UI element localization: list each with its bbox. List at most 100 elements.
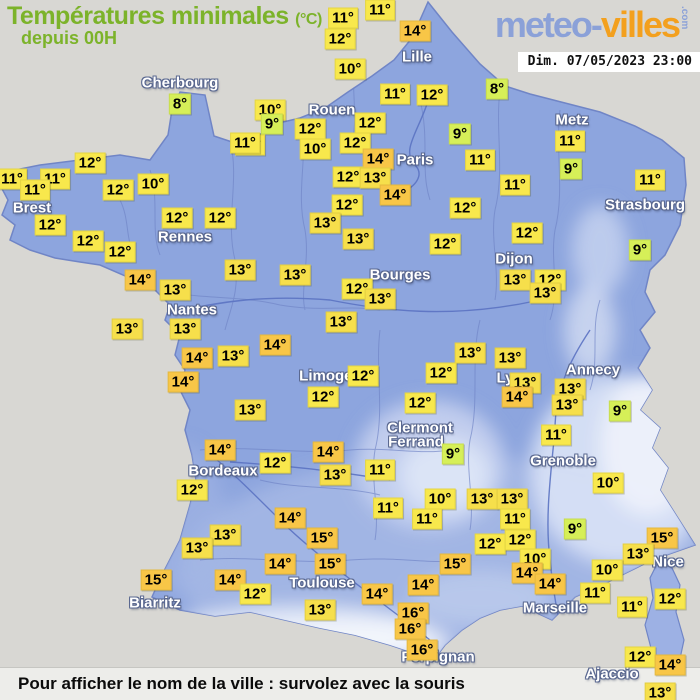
- temp-badge[interactable]: 12°: [474, 533, 506, 555]
- temp-badge[interactable]: 14°: [501, 386, 533, 408]
- temp-badge[interactable]: 12°: [504, 529, 536, 551]
- temp-badge[interactable]: 13°: [342, 228, 374, 250]
- temp-badge[interactable]: 11°: [328, 7, 358, 29]
- temp-badge[interactable]: 11°: [555, 130, 585, 152]
- temp-badge[interactable]: 12°: [429, 233, 461, 255]
- temp-badge[interactable]: 9°: [628, 239, 652, 261]
- temp-badge[interactable]: 14°: [274, 507, 306, 529]
- temp-badge[interactable]: 13°: [359, 167, 391, 189]
- temp-badge[interactable]: 16°: [394, 618, 426, 640]
- temp-badge[interactable]: 13°: [494, 347, 526, 369]
- temp-badge[interactable]: 12°: [259, 452, 291, 474]
- temp-badge[interactable]: 8°: [168, 93, 192, 115]
- temp-badge[interactable]: 9°: [441, 443, 465, 465]
- temp-badge[interactable]: 13°: [234, 399, 266, 421]
- temp-badge[interactable]: 14°: [407, 574, 439, 596]
- temp-badge[interactable]: 15°: [140, 569, 172, 591]
- temp-badge[interactable]: 12°: [239, 583, 271, 605]
- temp-badge[interactable]: 11°: [230, 132, 260, 154]
- temp-badge[interactable]: 12°: [161, 207, 193, 229]
- temp-badge[interactable]: 14°: [511, 562, 543, 584]
- temp-badge[interactable]: 12°: [102, 179, 134, 201]
- meteo-villes-logo[interactable]: meteo-villes.com: [495, 4, 690, 46]
- temp-badge[interactable]: 15°: [306, 527, 338, 549]
- temp-badge[interactable]: 14°: [399, 20, 431, 42]
- temp-badge[interactable]: 13°: [529, 282, 561, 304]
- temp-badge[interactable]: 13°: [169, 318, 201, 340]
- temp-badge[interactable]: 11°: [541, 424, 571, 446]
- temp-badge[interactable]: 12°: [511, 222, 543, 244]
- temp-badge[interactable]: 11°: [500, 508, 530, 530]
- temp-badge[interactable]: 11°: [20, 179, 50, 201]
- temp-badge[interactable]: 13°: [209, 524, 241, 546]
- temp-badge[interactable]: 14°: [362, 148, 394, 170]
- temp-badge[interactable]: 14°: [264, 553, 296, 575]
- temp-badge[interactable]: 14°: [361, 583, 393, 605]
- temp-badge[interactable]: 12°: [624, 646, 656, 668]
- temp-badge[interactable]: 15°: [646, 527, 678, 549]
- temp-badge[interactable]: 14°: [312, 441, 344, 463]
- temp-badge[interactable]: 12°: [104, 241, 136, 263]
- temp-badge[interactable]: 12°: [294, 118, 326, 140]
- temp-badge[interactable]: 11°: [373, 497, 403, 519]
- temp-badge[interactable]: 14°: [259, 334, 291, 356]
- temp-badge[interactable]: 13°: [496, 488, 528, 510]
- temp-badge[interactable]: 10°: [299, 138, 331, 160]
- temp-badge[interactable]: 14°: [654, 654, 686, 676]
- temp-badge[interactable]: 13°: [364, 288, 396, 310]
- temp-badge[interactable]: 9°: [559, 158, 583, 180]
- temp-badge[interactable]: 11°: [500, 174, 530, 196]
- temp-badge[interactable]: 11°: [380, 83, 410, 105]
- temp-badge[interactable]: 12°: [324, 28, 356, 50]
- temp-badge[interactable]: 12°: [74, 152, 106, 174]
- temp-badge[interactable]: 13°: [644, 682, 676, 700]
- temp-badge[interactable]: 14°: [379, 184, 411, 206]
- temp-badge[interactable]: 16°: [406, 639, 438, 661]
- temp-badge[interactable]: 14°: [534, 573, 566, 595]
- temp-badge[interactable]: 13°: [466, 488, 498, 510]
- temp-badge[interactable]: 9°: [563, 518, 587, 540]
- temp-badge[interactable]: 12°: [404, 392, 436, 414]
- temp-badge[interactable]: 10°: [424, 488, 456, 510]
- temp-badge[interactable]: 13°: [499, 269, 531, 291]
- temp-badge[interactable]: 12°: [34, 214, 66, 236]
- temp-badge[interactable]: 14°: [181, 347, 213, 369]
- temp-badge[interactable]: 15°: [439, 553, 471, 575]
- temp-badge[interactable]: 13°: [279, 264, 311, 286]
- temp-badge[interactable]: 10°: [592, 472, 624, 494]
- temp-badge[interactable]: 13°: [454, 342, 486, 364]
- temp-badge[interactable]: 12°: [449, 197, 481, 219]
- temp-badge[interactable]: 9°: [608, 400, 632, 422]
- temp-badge[interactable]: 13°: [319, 464, 351, 486]
- temp-badge[interactable]: 15°: [314, 553, 346, 575]
- temp-badge[interactable]: 13°: [622, 543, 654, 565]
- temp-badge[interactable]: 12°: [354, 112, 386, 134]
- temp-badge[interactable]: 11°: [580, 582, 610, 604]
- temp-badge[interactable]: 13°: [551, 394, 583, 416]
- temp-badge[interactable]: 13°: [181, 537, 213, 559]
- temp-badge[interactable]: 11°: [365, 0, 395, 21]
- temp-badge[interactable]: 14°: [124, 269, 156, 291]
- temp-badge[interactable]: 16°: [397, 602, 429, 624]
- temp-badge[interactable]: 12°: [654, 588, 686, 610]
- temp-badge[interactable]: 12°: [176, 479, 208, 501]
- temp-badge[interactable]: 12°: [331, 194, 363, 216]
- temp-badge[interactable]: 13°: [224, 259, 256, 281]
- temp-badge[interactable]: 14°: [214, 569, 246, 591]
- temp-badge[interactable]: 14°: [167, 371, 199, 393]
- temp-badge[interactable]: 13°: [217, 345, 249, 367]
- temp-badge[interactable]: 12°: [72, 230, 104, 252]
- temp-badge[interactable]: 12°: [339, 132, 371, 154]
- temp-badge[interactable]: 13°: [111, 318, 143, 340]
- temp-badge[interactable]: 10°: [137, 173, 169, 195]
- temp-badge[interactable]: 13°: [159, 279, 191, 301]
- temp-badge[interactable]: 12°: [425, 362, 457, 384]
- temp-badge[interactable]: 10°: [591, 559, 623, 581]
- temp-badge[interactable]: 12°: [204, 207, 236, 229]
- temp-badge[interactable]: 12°: [332, 166, 364, 188]
- temp-badge[interactable]: 13°: [304, 599, 336, 621]
- temp-badge[interactable]: 12°: [347, 365, 379, 387]
- temp-badge[interactable]: 13°: [325, 311, 357, 333]
- temp-badge[interactable]: 13°: [309, 212, 341, 234]
